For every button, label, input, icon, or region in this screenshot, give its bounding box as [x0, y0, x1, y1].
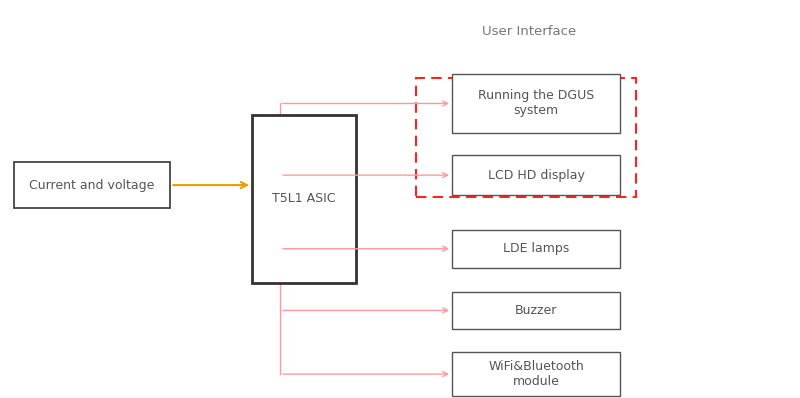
Text: Buzzer: Buzzer — [515, 304, 557, 317]
Bar — [452, 291, 620, 330]
Bar — [452, 230, 620, 267]
Bar — [252, 115, 356, 283]
Text: Running the DGUS
system: Running the DGUS system — [478, 90, 594, 117]
Bar — [416, 78, 637, 197]
Text: User Interface: User Interface — [482, 25, 577, 38]
Text: T5L1 ASIC: T5L1 ASIC — [272, 193, 336, 205]
Text: LDE lamps: LDE lamps — [503, 242, 569, 255]
Bar — [452, 155, 620, 195]
Text: WiFi&Bluetooth
module: WiFi&Bluetooth module — [488, 360, 584, 388]
Text: Current and voltage: Current and voltage — [30, 179, 154, 191]
Bar — [14, 162, 170, 208]
Bar — [452, 352, 620, 396]
Bar — [452, 74, 620, 133]
Text: LCD HD display: LCD HD display — [487, 169, 585, 181]
